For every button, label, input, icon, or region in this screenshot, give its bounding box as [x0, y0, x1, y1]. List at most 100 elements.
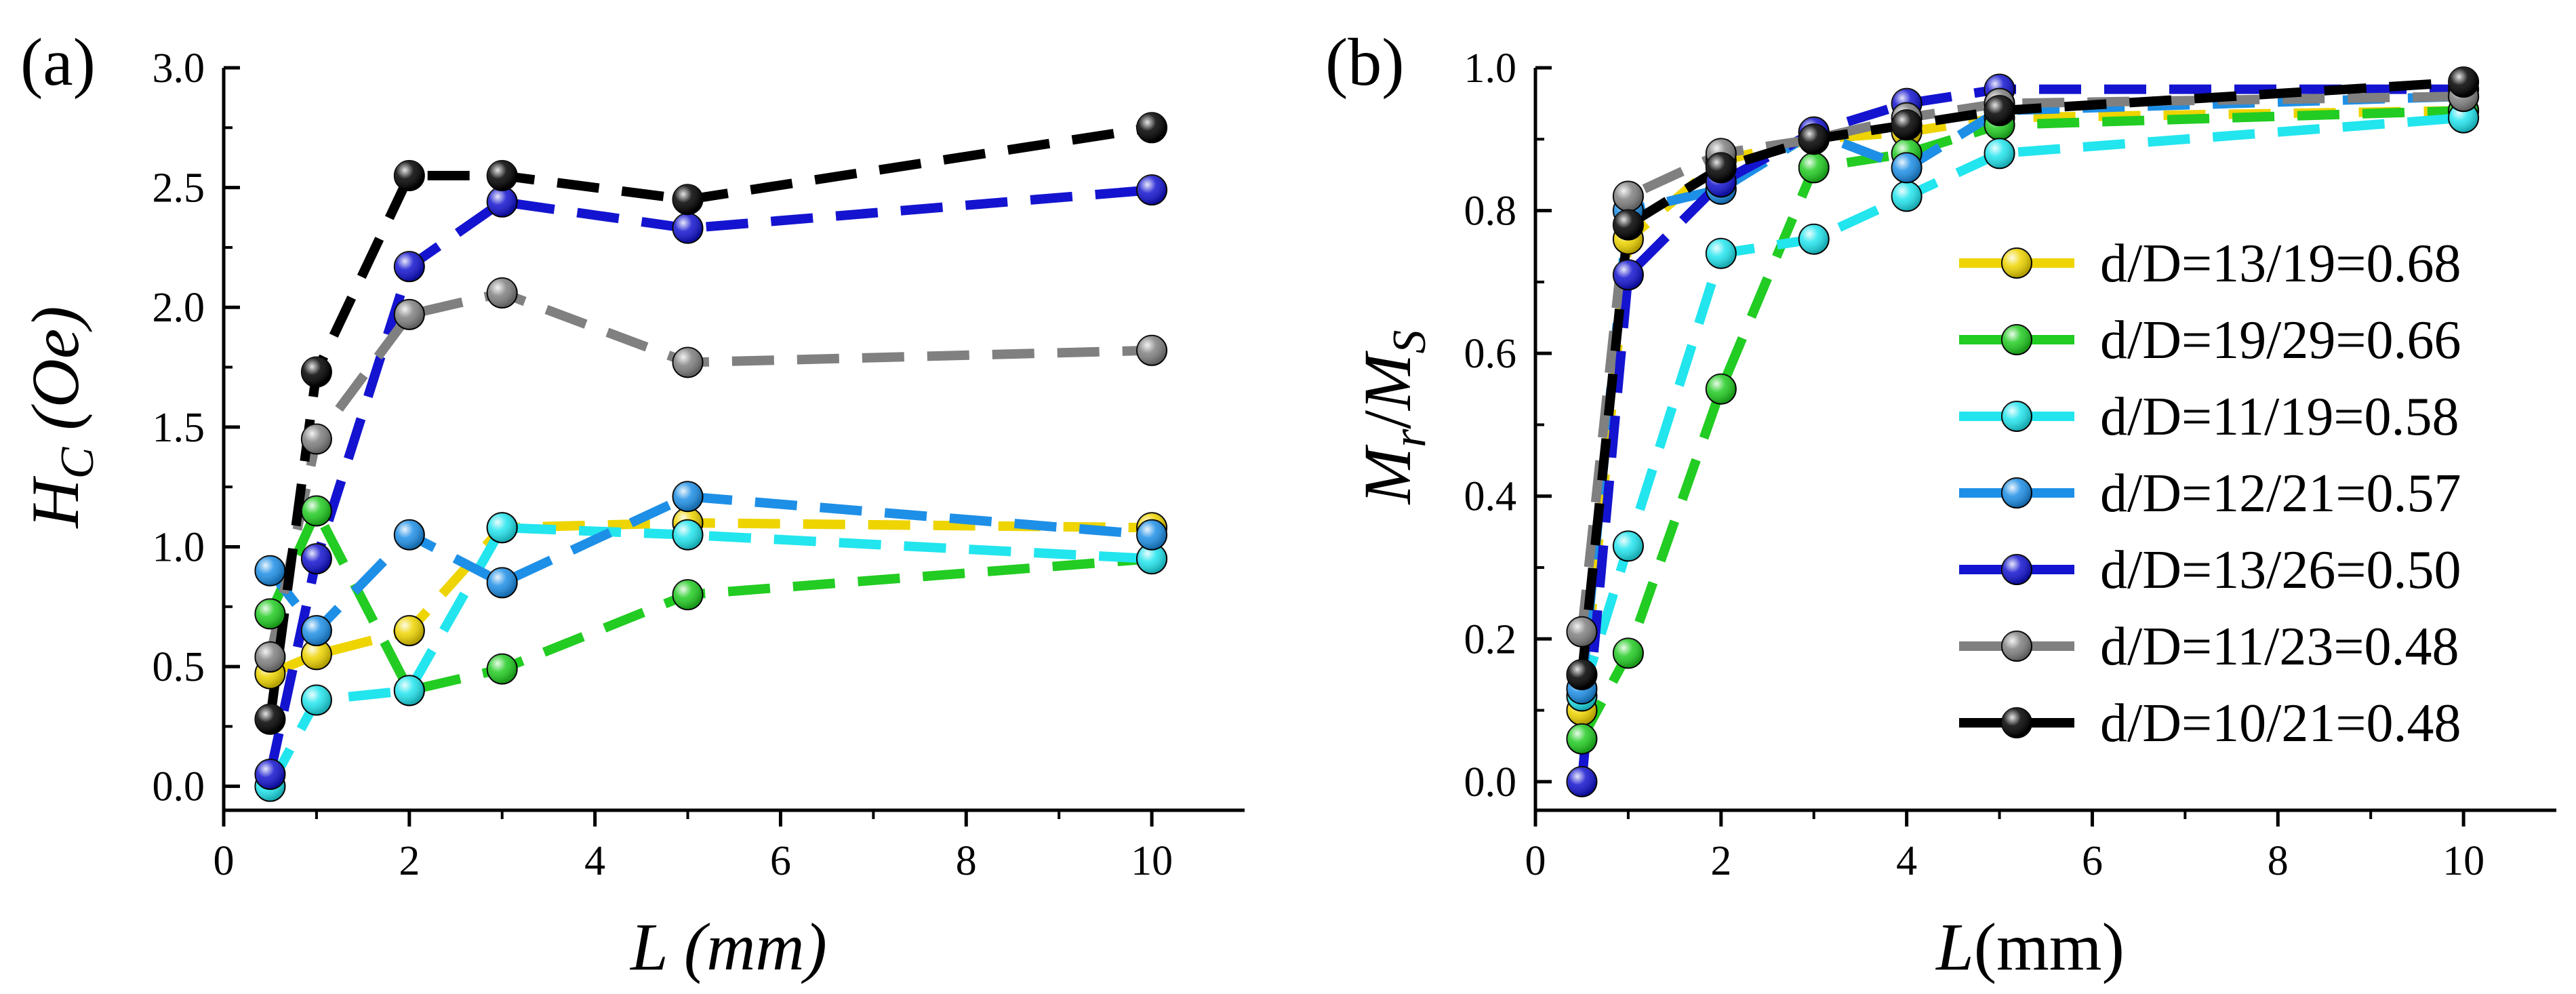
series-b-1-point-1-shine — [1613, 638, 1643, 669]
y-axis-title-a: HC (Oe) — [18, 306, 104, 529]
x-tick-label-b-3: 6 — [2082, 838, 2103, 884]
series-b-6-point-5-shine — [1984, 96, 2015, 126]
y-tick-label-a-6: 3.0 — [153, 45, 205, 92]
legend-entry-6: d/D=10/21=0.48 — [1959, 694, 2461, 753]
series-b-1-point-0-shine — [1567, 723, 1597, 754]
series-a-3-point-2-shine — [394, 519, 424, 550]
series-a-5-point-5-shine — [1137, 335, 1167, 365]
y-tick-label-a-0: 0.0 — [153, 764, 205, 810]
series-b-6-point-0-shine — [1567, 659, 1597, 690]
series-a-6-point-2-shine — [394, 160, 424, 191]
legend-entry-3: d/D=12/21=0.57 — [1959, 464, 2461, 523]
series-b-2-point-6-shine — [2449, 102, 2479, 133]
y-axis-title-b: Mr/MS — [1350, 330, 1436, 506]
legend-marker-1-shine — [2002, 325, 2032, 355]
series-b-4-point-1-shine — [1613, 260, 1643, 290]
series-a-6-point-3-shine — [487, 160, 517, 191]
series-a-6-point-1-shine — [301, 357, 331, 387]
chart-a-marks — [254, 112, 1168, 802]
series-b-2-point-5-shine — [1984, 138, 2015, 169]
legend-marker-4-shine — [2002, 555, 2032, 584]
series-b-6-point-6-shine — [2449, 67, 2479, 98]
series-a-3-point-0-shine — [255, 555, 285, 586]
y-tick-label-b-1: 0.2 — [1464, 616, 1517, 662]
series-b-2-point-1-shine — [1613, 531, 1643, 561]
series-b-1-point-3-shine — [1798, 153, 1829, 183]
series-a-3-line — [266, 492, 1152, 636]
x-tick-label-b-5: 10 — [2442, 838, 2484, 884]
x-tick-label-a-1: 2 — [399, 838, 420, 884]
series-a-6-point-4-shine — [672, 184, 703, 215]
panel-label-a: (a) — [20, 24, 96, 100]
series-a-3-point-5-shine — [1137, 519, 1167, 550]
legend-label-6: d/D=10/21=0.48 — [2100, 694, 2461, 753]
series-a-6-point-5-shine — [1137, 113, 1167, 143]
legend: d/D=13/19=0.68 d/D=19/29=0.66 d/D=11/19=0.… — [1959, 234, 2461, 753]
legend-label-3: d/D=12/21=0.57 — [2100, 464, 2461, 523]
series-a-1-point-4-shine — [672, 580, 703, 610]
y-tick-label-a-2: 1.0 — [153, 524, 205, 570]
series-a-4-point-5-shine — [1137, 175, 1167, 205]
series-a-4-point-1-shine — [301, 544, 331, 574]
y-tick-label-b-5: 1.0 — [1464, 45, 1517, 92]
x-tick-label-b-1: 2 — [1710, 838, 1731, 884]
series-a-4-point-0-shine — [255, 759, 285, 790]
series-a-4-point-4-shine — [672, 213, 703, 243]
legend-entry-1: d/D=19/29=0.66 — [1959, 311, 2461, 370]
y-tick-label-a-3: 1.5 — [153, 405, 205, 451]
chart-a: (a) 0 2 4 6 8 100.00.51.01.52.02.53.0 L (mm) … — [18, 24, 1245, 985]
series-a-5-line — [265, 288, 1152, 658]
series-a-4-point-3-shine — [487, 186, 517, 217]
series-a-2-point-5-shine — [1137, 544, 1167, 574]
chart-b-axes: 0 2 4 6 8 10 0.0 0.2 0.4 0.6 0.8 1.0 — [1464, 45, 2556, 884]
legend-marker-3-shine — [2002, 478, 2032, 508]
x-tick-label-a-3: 6 — [770, 838, 791, 884]
series-a-2-point-2-shine — [394, 675, 424, 706]
series-b-6-point-4-shine — [1891, 110, 1922, 140]
series-a-5-point-0-shine — [255, 641, 285, 672]
legend-marker-5-shine — [2002, 631, 2032, 661]
series-b-2-point-2-shine — [1706, 238, 1736, 269]
y-tick-label-a-5: 2.5 — [153, 165, 205, 212]
legend-label-4: d/D=13/26=0.50 — [2100, 540, 2461, 600]
legend-entry-2: d/D=11/19=0.58 — [1959, 387, 2459, 447]
series-a-2-line — [266, 523, 1152, 789]
chart-b: (b) 0 2 4 6 8 10 0.0 0.2 0.4 0.6 0.8 1.0 L(mm) Mr/M… — [1325, 24, 2556, 985]
series-a-2-point-1-shine — [301, 685, 331, 715]
legend-entry-0: d/D=13/19=0.68 — [1959, 234, 2461, 294]
legend-entry-5: d/D=11/23=0.48 — [1959, 617, 2459, 677]
legend-label-2: d/D=11/19=0.58 — [2100, 387, 2459, 447]
legend-entry-4: d/D=13/26=0.50 — [1959, 540, 2461, 600]
x-tick-label-a-5: 10 — [1131, 838, 1173, 884]
series-b-2-point-3-shine — [1798, 224, 1829, 254]
legend-marker-0-shine — [2002, 248, 2032, 278]
series-a-3-point-3-shine — [487, 568, 517, 598]
x-axis-title-a: L (mm) — [629, 909, 827, 985]
series-b-5-point-0-shine — [1567, 616, 1597, 647]
series-a-0-point-1-shine — [301, 639, 331, 670]
legend-label-0: d/D=13/19=0.68 — [2100, 234, 2461, 294]
x-tick-label-b-4: 8 — [2268, 838, 2289, 884]
series-a-3-point-4-shine — [672, 481, 703, 512]
series-b-6-point-3-shine — [1798, 124, 1829, 155]
x-tick-label-b-2: 4 — [1896, 838, 1917, 884]
x-tick-label-a-2: 4 — [584, 838, 605, 884]
legend-label-5: d/D=11/23=0.48 — [2100, 617, 2459, 677]
series-b-3-point-4-shine — [1891, 153, 1922, 183]
series-a-1-point-3-shine — [487, 654, 517, 684]
chart-a-axes: 0 2 4 6 8 10 0.0 0.5 1.0 1.5 2.0 2.5 3.0 — [153, 45, 1245, 884]
series-a-5-point-4-shine — [672, 347, 703, 378]
series-a-2-point-3-shine — [487, 513, 517, 543]
series-a-3-point-1-shine — [301, 616, 331, 646]
series-b-6-point-1-shine — [1613, 210, 1643, 240]
y-tick-label-a-1: 0.5 — [153, 644, 205, 690]
legend-label-1: d/D=19/29=0.66 — [2100, 311, 2461, 370]
series-a-6-point-0-shine — [255, 704, 285, 734]
x-tick-label-a-0: 0 — [214, 838, 235, 884]
series-b-1-point-2-shine — [1706, 374, 1736, 404]
series-a-1-line — [266, 506, 1152, 696]
series-a-5-point-3-shine — [487, 278, 517, 309]
series-a-0-point-2-shine — [394, 616, 424, 646]
y-tick-label-b-2: 0.4 — [1464, 474, 1517, 520]
